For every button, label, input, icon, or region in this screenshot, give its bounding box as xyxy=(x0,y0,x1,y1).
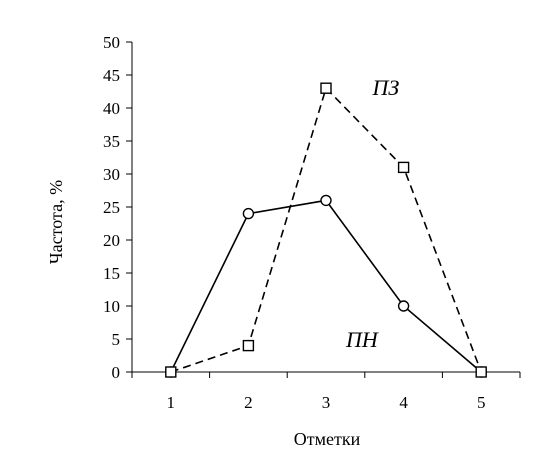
y-tick-label: 35 xyxy=(103,132,120,151)
data-point-circle xyxy=(320,194,332,207)
x-tick-label: 4 xyxy=(399,393,408,412)
series-label-pz: ПЗ xyxy=(372,75,400,100)
series-label-pn: ПН xyxy=(345,327,379,352)
x-tick-label: 2 xyxy=(244,393,253,412)
x-axis-title: Отметки xyxy=(294,429,361,449)
x-tick-label: 5 xyxy=(477,393,486,412)
y-tick-label: 15 xyxy=(103,264,120,283)
x-tick-label: 3 xyxy=(322,393,331,412)
x-tick-label: 1 xyxy=(167,393,176,412)
data-point-square xyxy=(165,366,177,378)
y-tick-label: 50 xyxy=(103,33,120,52)
y-tick-label: 25 xyxy=(103,198,120,217)
y-tick-label: 30 xyxy=(103,165,120,184)
data-point-circle xyxy=(242,207,255,220)
series-markers xyxy=(165,82,487,378)
series-labels: ПН ПЗ xyxy=(345,75,399,352)
y-axis-title: Частота, % xyxy=(46,180,66,264)
y-tick-label: 45 xyxy=(103,66,120,85)
y-tick-label: 20 xyxy=(103,231,120,250)
x-axis-ticks: 1 2 3 4 5 xyxy=(131,372,521,412)
data-point-square xyxy=(397,161,410,174)
y-tick-label: 40 xyxy=(103,99,120,118)
data-point-square xyxy=(320,82,332,94)
y-tick-label: 0 xyxy=(112,363,121,382)
data-point-circle xyxy=(397,300,410,312)
series-lines xyxy=(170,86,482,373)
y-tick-label: 10 xyxy=(103,297,120,316)
series-line-2 xyxy=(170,86,482,373)
series-line-1 xyxy=(170,199,482,373)
data-point-square xyxy=(242,339,255,352)
y-axis-ticks: 0 5 10 15 20 25 30 35 40 45 50 xyxy=(103,33,132,382)
y-tick-label: 5 xyxy=(112,330,121,349)
data-point-square xyxy=(475,366,487,378)
